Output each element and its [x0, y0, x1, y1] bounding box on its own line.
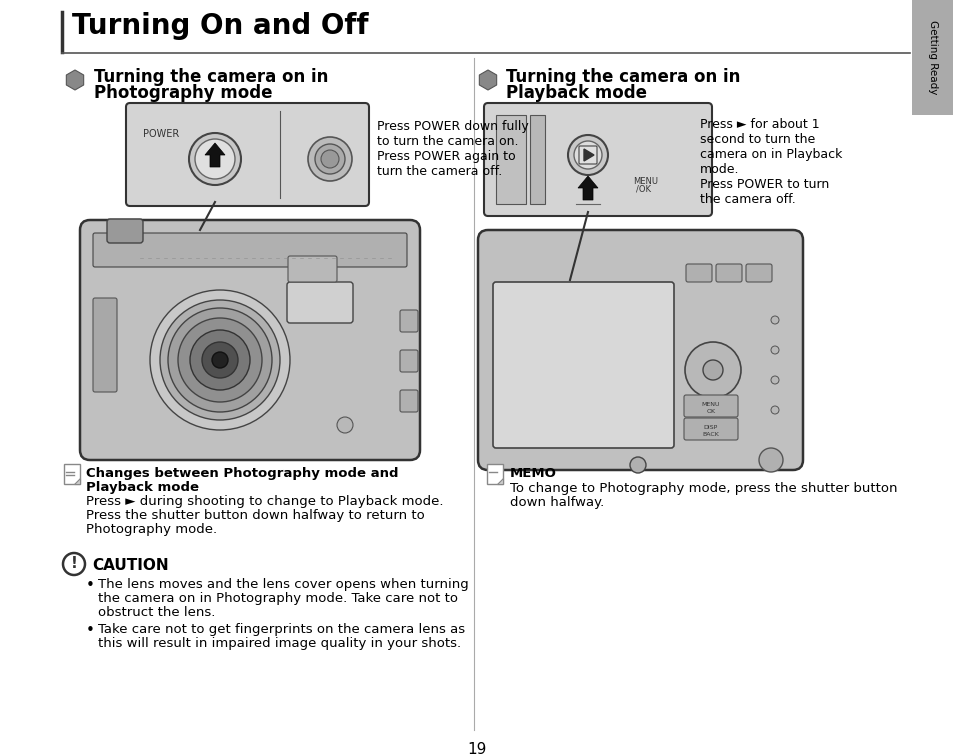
Text: Playback mode: Playback mode	[86, 481, 199, 494]
Polygon shape	[583, 149, 594, 161]
FancyBboxPatch shape	[399, 390, 417, 412]
Text: •: •	[86, 623, 94, 638]
Text: Press ► for about 1: Press ► for about 1	[700, 118, 819, 131]
Text: Press POWER again to: Press POWER again to	[376, 150, 515, 163]
Circle shape	[212, 352, 228, 368]
Circle shape	[314, 144, 345, 174]
FancyBboxPatch shape	[80, 220, 419, 460]
Circle shape	[202, 342, 237, 378]
FancyBboxPatch shape	[530, 115, 544, 204]
Text: mode.: mode.	[700, 163, 739, 176]
FancyBboxPatch shape	[685, 264, 711, 282]
FancyBboxPatch shape	[399, 350, 417, 372]
Text: the camera off.: the camera off.	[700, 193, 795, 206]
Circle shape	[168, 308, 272, 412]
Polygon shape	[67, 70, 84, 90]
Circle shape	[770, 316, 779, 324]
FancyBboxPatch shape	[486, 464, 502, 484]
Text: Take care not to get fingerprints on the camera lens as: Take care not to get fingerprints on the…	[98, 623, 465, 636]
Text: Turning On and Off: Turning On and Off	[71, 12, 368, 40]
Circle shape	[684, 342, 740, 398]
Text: OK: OK	[706, 409, 715, 414]
Circle shape	[190, 330, 250, 390]
Circle shape	[574, 141, 601, 169]
Circle shape	[702, 360, 722, 380]
FancyBboxPatch shape	[683, 395, 738, 417]
Text: DISP: DISP	[703, 425, 718, 430]
FancyBboxPatch shape	[745, 264, 771, 282]
Text: The lens moves and the lens cover opens when turning: The lens moves and the lens cover opens …	[98, 578, 468, 591]
Text: obstruct the lens.: obstruct the lens.	[98, 606, 215, 619]
Text: Press ► during shooting to change to Playback mode.: Press ► during shooting to change to Pla…	[86, 495, 443, 508]
Text: !: !	[71, 556, 77, 572]
FancyBboxPatch shape	[496, 115, 525, 204]
Circle shape	[189, 133, 241, 185]
FancyBboxPatch shape	[493, 282, 673, 448]
Text: second to turn the: second to turn the	[700, 133, 815, 146]
FancyBboxPatch shape	[716, 264, 741, 282]
Text: To change to Photography mode, press the shutter button: To change to Photography mode, press the…	[510, 482, 897, 495]
Circle shape	[336, 417, 353, 433]
Text: MEMO: MEMO	[510, 467, 557, 480]
FancyBboxPatch shape	[64, 464, 80, 484]
Text: Turning the camera on in: Turning the camera on in	[94, 68, 328, 86]
Polygon shape	[205, 143, 225, 167]
Circle shape	[759, 448, 782, 472]
FancyBboxPatch shape	[399, 310, 417, 332]
Text: this will result in impaired image quality in your shots.: this will result in impaired image quali…	[98, 637, 460, 650]
Text: Getting Ready: Getting Ready	[927, 20, 937, 94]
Text: •: •	[86, 578, 94, 593]
Circle shape	[629, 457, 645, 473]
Text: /OK: /OK	[636, 185, 650, 194]
Circle shape	[160, 300, 280, 420]
Text: Playback mode: Playback mode	[505, 84, 646, 102]
Text: turn the camera off.: turn the camera off.	[376, 165, 501, 178]
Text: camera on in Playback: camera on in Playback	[700, 148, 841, 161]
Text: POWER: POWER	[143, 129, 179, 139]
FancyBboxPatch shape	[911, 0, 953, 115]
Circle shape	[150, 290, 290, 430]
Circle shape	[567, 135, 607, 175]
FancyBboxPatch shape	[477, 230, 802, 470]
Circle shape	[770, 406, 779, 414]
Circle shape	[178, 318, 262, 402]
Text: Photography mode: Photography mode	[94, 84, 273, 102]
Polygon shape	[497, 478, 502, 484]
Circle shape	[308, 137, 352, 181]
FancyBboxPatch shape	[288, 256, 336, 282]
Text: 19: 19	[467, 742, 486, 755]
Text: Changes between Photography mode and: Changes between Photography mode and	[86, 467, 398, 480]
Text: Turning the camera on in: Turning the camera on in	[505, 68, 740, 86]
Text: down halfway.: down halfway.	[510, 496, 603, 509]
Text: MENU: MENU	[701, 402, 720, 407]
FancyBboxPatch shape	[287, 282, 353, 323]
FancyBboxPatch shape	[578, 146, 597, 164]
Circle shape	[63, 553, 85, 575]
Polygon shape	[74, 478, 80, 484]
Text: the camera on in Photography mode. Take care not to: the camera on in Photography mode. Take …	[98, 592, 457, 605]
Circle shape	[770, 346, 779, 354]
FancyBboxPatch shape	[107, 219, 143, 243]
Polygon shape	[478, 70, 497, 90]
FancyBboxPatch shape	[483, 103, 711, 216]
Circle shape	[320, 150, 338, 168]
Text: Press the shutter button down halfway to return to: Press the shutter button down halfway to…	[86, 509, 424, 522]
FancyBboxPatch shape	[683, 418, 738, 440]
Polygon shape	[578, 176, 598, 200]
Text: MENU: MENU	[633, 177, 658, 186]
Text: Press POWER to turn: Press POWER to turn	[700, 178, 828, 191]
Circle shape	[770, 376, 779, 384]
Text: CAUTION: CAUTION	[91, 558, 169, 573]
Text: BACK: BACK	[701, 432, 719, 437]
Circle shape	[194, 139, 234, 179]
FancyBboxPatch shape	[92, 298, 117, 392]
Text: to turn the camera on.: to turn the camera on.	[376, 135, 518, 148]
FancyBboxPatch shape	[126, 103, 369, 206]
FancyBboxPatch shape	[92, 233, 407, 267]
Text: Photography mode.: Photography mode.	[86, 523, 217, 536]
Text: Press POWER down fully: Press POWER down fully	[376, 120, 528, 133]
